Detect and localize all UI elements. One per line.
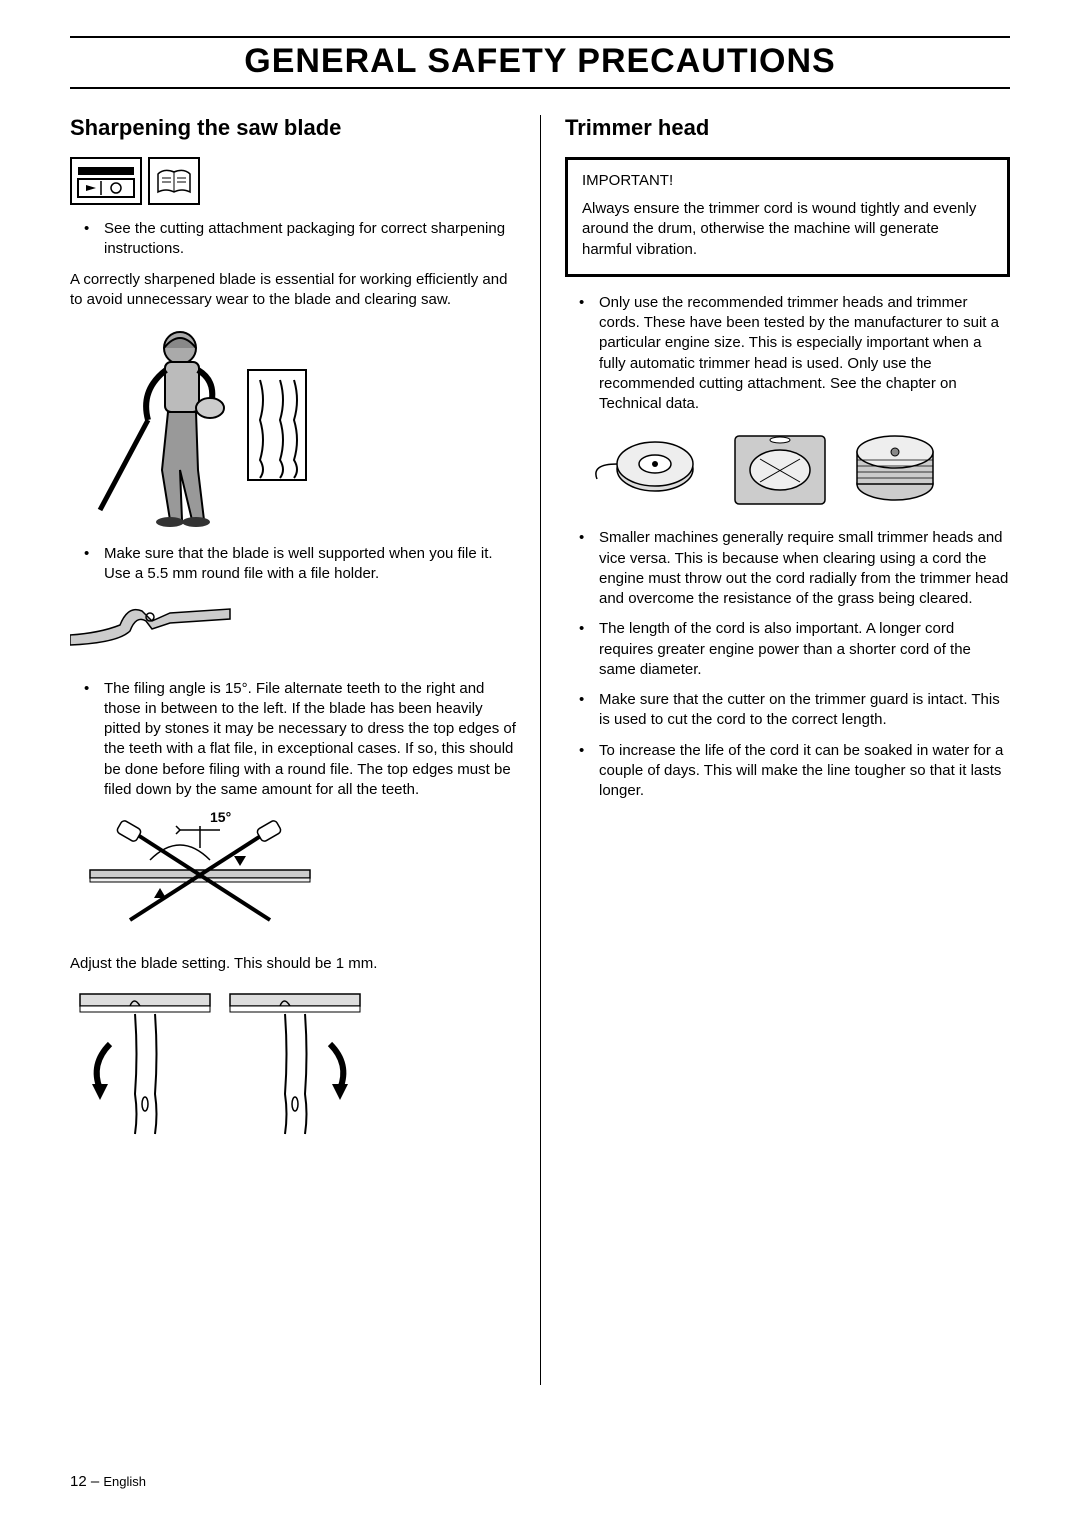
columns: Sharpening the saw blade [70, 115, 1010, 1385]
column-left: Sharpening the saw blade [70, 115, 540, 1385]
footer-language: English [103, 1474, 146, 1489]
bullet-item: Only use the recommended trimmer heads a… [565, 293, 1010, 415]
page-footer: 12 – English [70, 1473, 146, 1490]
important-text: Always ensure the trimmer cord is wound … [582, 199, 993, 260]
important-label: IMPORTANT! [582, 172, 993, 189]
file-support-illustration [70, 595, 250, 665]
paragraph-1: A correctly sharpened blade is essential… [70, 270, 516, 311]
bullets-3: The filing angle is 15°. File alternate … [70, 679, 516, 801]
page-title: GENERAL SAFETY PRECAUTIONS [70, 38, 1010, 87]
heading-trimmer: Trimmer head [565, 115, 1010, 141]
packaging-icon [70, 157, 142, 205]
bullets-2: Make sure that the blade is well support… [70, 544, 516, 585]
worker-illustration [70, 320, 330, 530]
footer-sep: – [87, 1473, 104, 1490]
trimmer-parts-illustration [595, 424, 955, 514]
bullet-item: Make sure that the cutter on the trimmer… [565, 690, 1010, 731]
bullet-item: The length of the cord is also important… [565, 619, 1010, 680]
header-rule-bottom [70, 87, 1010, 89]
bullets-1: See the cutting attachment packaging for… [70, 219, 516, 260]
bullet-item: To increase the life of the cord it can … [565, 741, 1010, 802]
important-box: IMPORTANT! Always ensure the trimmer cor… [565, 157, 1010, 277]
bullet-item: See the cutting attachment packaging for… [70, 219, 516, 260]
icon-row [70, 157, 516, 205]
page-number: 12 [70, 1473, 87, 1490]
paragraph-2: Adjust the blade setting. This should be… [70, 954, 516, 974]
filing-angle-illustration: 15° [70, 810, 330, 940]
read-manual-icon [148, 157, 200, 205]
bullet-item: The filing angle is 15°. File alternate … [70, 679, 516, 801]
bullet-item: Smaller machines generally require small… [565, 528, 1010, 609]
heading-sharpening: Sharpening the saw blade [70, 115, 516, 141]
column-right: Trimmer head IMPORTANT! Always ensure th… [540, 115, 1010, 1385]
bullets-r2: Smaller machines generally require small… [565, 528, 1010, 801]
bullet-item: Make sure that the blade is well support… [70, 544, 516, 585]
bullets-r1: Only use the recommended trimmer heads a… [565, 293, 1010, 415]
blade-setting-illustration [70, 984, 370, 1154]
angle-label: 15° [210, 810, 231, 825]
